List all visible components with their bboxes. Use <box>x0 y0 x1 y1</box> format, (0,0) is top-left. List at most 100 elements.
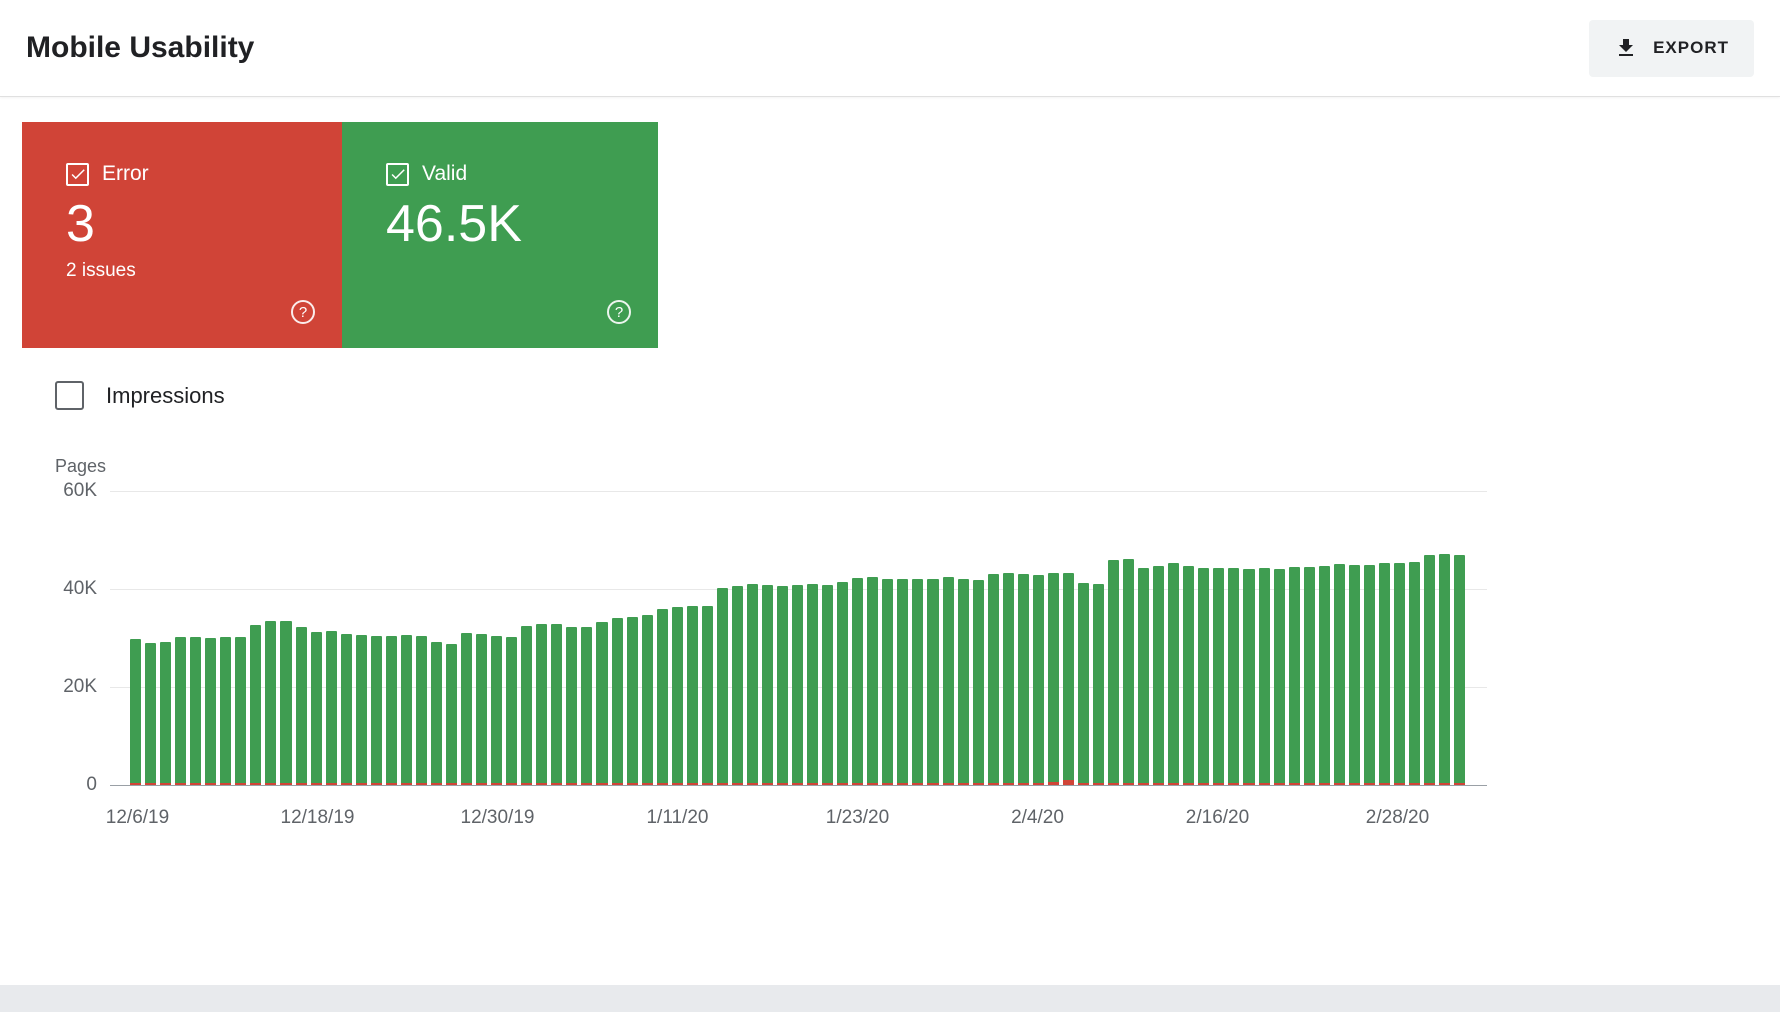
impressions-checkbox[interactable] <box>55 381 84 410</box>
bar[interactable] <box>957 491 969 785</box>
bar[interactable] <box>385 491 397 785</box>
bar[interactable] <box>130 491 142 785</box>
bar[interactable] <box>1303 491 1315 785</box>
bar[interactable] <box>445 491 458 785</box>
bar[interactable] <box>581 491 593 785</box>
bar[interactable] <box>1439 491 1451 785</box>
bar[interactable] <box>400 491 412 785</box>
bar[interactable] <box>927 491 939 785</box>
bar[interactable] <box>310 491 322 785</box>
bar[interactable] <box>461 491 473 785</box>
bar[interactable] <box>521 491 533 785</box>
bar[interactable] <box>476 491 488 785</box>
bar[interactable] <box>430 491 442 785</box>
bar[interactable] <box>761 491 774 785</box>
bar[interactable] <box>1123 491 1135 785</box>
bar[interactable] <box>656 491 668 785</box>
error-checkbox[interactable] <box>66 162 89 186</box>
bar[interactable] <box>205 491 217 785</box>
bar[interactable] <box>250 491 262 785</box>
bar[interactable] <box>551 491 563 785</box>
bar[interactable] <box>1333 491 1345 785</box>
bar[interactable] <box>280 491 292 785</box>
bar[interactable] <box>611 491 623 785</box>
bar[interactable] <box>1198 491 1210 785</box>
bar[interactable] <box>491 491 503 785</box>
bar[interactable] <box>265 491 277 785</box>
bar[interactable] <box>792 491 804 785</box>
bar[interactable] <box>897 491 909 785</box>
bar[interactable] <box>1363 491 1375 785</box>
bar[interactable] <box>912 491 924 785</box>
bar[interactable] <box>220 491 232 785</box>
bar[interactable] <box>1454 491 1466 785</box>
export-button[interactable]: EXPORT <box>1589 19 1754 77</box>
bar[interactable] <box>807 491 819 785</box>
bar[interactable] <box>1002 491 1014 785</box>
bar[interactable] <box>1424 491 1436 785</box>
bar[interactable] <box>1062 491 1074 785</box>
bar[interactable] <box>1047 491 1059 785</box>
bar[interactable] <box>867 491 879 785</box>
bar[interactable] <box>942 491 954 785</box>
bar[interactable] <box>746 491 758 785</box>
bar[interactable] <box>987 491 999 785</box>
bar[interactable] <box>1093 491 1105 785</box>
bar[interactable] <box>295 491 307 785</box>
bar[interactable] <box>370 491 382 785</box>
bar[interactable] <box>822 491 834 785</box>
bar[interactable] <box>1318 491 1330 785</box>
bar[interactable] <box>340 491 352 785</box>
bar[interactable] <box>882 491 894 785</box>
bar[interactable] <box>641 491 653 785</box>
bar[interactable] <box>1213 491 1225 785</box>
help-icon[interactable]: ? <box>607 300 631 324</box>
bar[interactable] <box>716 491 728 785</box>
bar[interactable] <box>566 491 578 785</box>
bar[interactable] <box>686 491 698 785</box>
bar[interactable] <box>1017 491 1029 785</box>
bar[interactable] <box>972 491 984 785</box>
bar[interactable] <box>415 491 427 785</box>
bar[interactable] <box>506 491 518 785</box>
help-icon[interactable]: ? <box>291 300 315 324</box>
bar[interactable] <box>852 491 864 785</box>
bar[interactable] <box>1288 491 1300 785</box>
error-card[interactable]: Error 3 2 issues ? <box>22 122 342 348</box>
bar[interactable] <box>1168 491 1180 785</box>
bar[interactable] <box>1138 491 1150 785</box>
bar[interactable] <box>596 491 608 785</box>
bar[interactable] <box>160 491 172 785</box>
bar[interactable] <box>1077 491 1089 785</box>
error-bar-segment <box>566 783 578 785</box>
bar[interactable] <box>1393 491 1405 785</box>
bar[interactable] <box>671 491 683 785</box>
bar[interactable] <box>355 491 367 785</box>
bar[interactable] <box>777 491 789 785</box>
bar[interactable] <box>235 491 247 785</box>
bar[interactable] <box>190 491 202 785</box>
bar[interactable] <box>1183 491 1195 785</box>
x-axis-baseline <box>110 785 1487 786</box>
bar[interactable] <box>175 491 187 785</box>
bar[interactable] <box>1108 491 1120 785</box>
bar[interactable] <box>1243 491 1255 785</box>
bar[interactable] <box>1348 491 1360 785</box>
bar[interactable] <box>1408 491 1421 785</box>
valid-card[interactable]: Valid 46.5K ? <box>342 122 658 348</box>
impressions-toggle[interactable]: Impressions <box>55 381 225 410</box>
bar[interactable] <box>626 491 638 785</box>
valid-checkbox[interactable] <box>386 162 409 186</box>
bar[interactable] <box>536 491 548 785</box>
bar[interactable] <box>1032 491 1044 785</box>
bar[interactable] <box>837 491 849 785</box>
bar[interactable] <box>1378 491 1390 785</box>
bar[interactable] <box>1273 491 1285 785</box>
bar[interactable] <box>1153 491 1165 785</box>
bar[interactable] <box>1228 491 1240 785</box>
bar[interactable] <box>701 491 713 785</box>
bar[interactable] <box>325 491 337 785</box>
bar[interactable] <box>731 491 743 785</box>
bar[interactable] <box>1258 491 1270 785</box>
bar[interactable] <box>145 491 157 785</box>
